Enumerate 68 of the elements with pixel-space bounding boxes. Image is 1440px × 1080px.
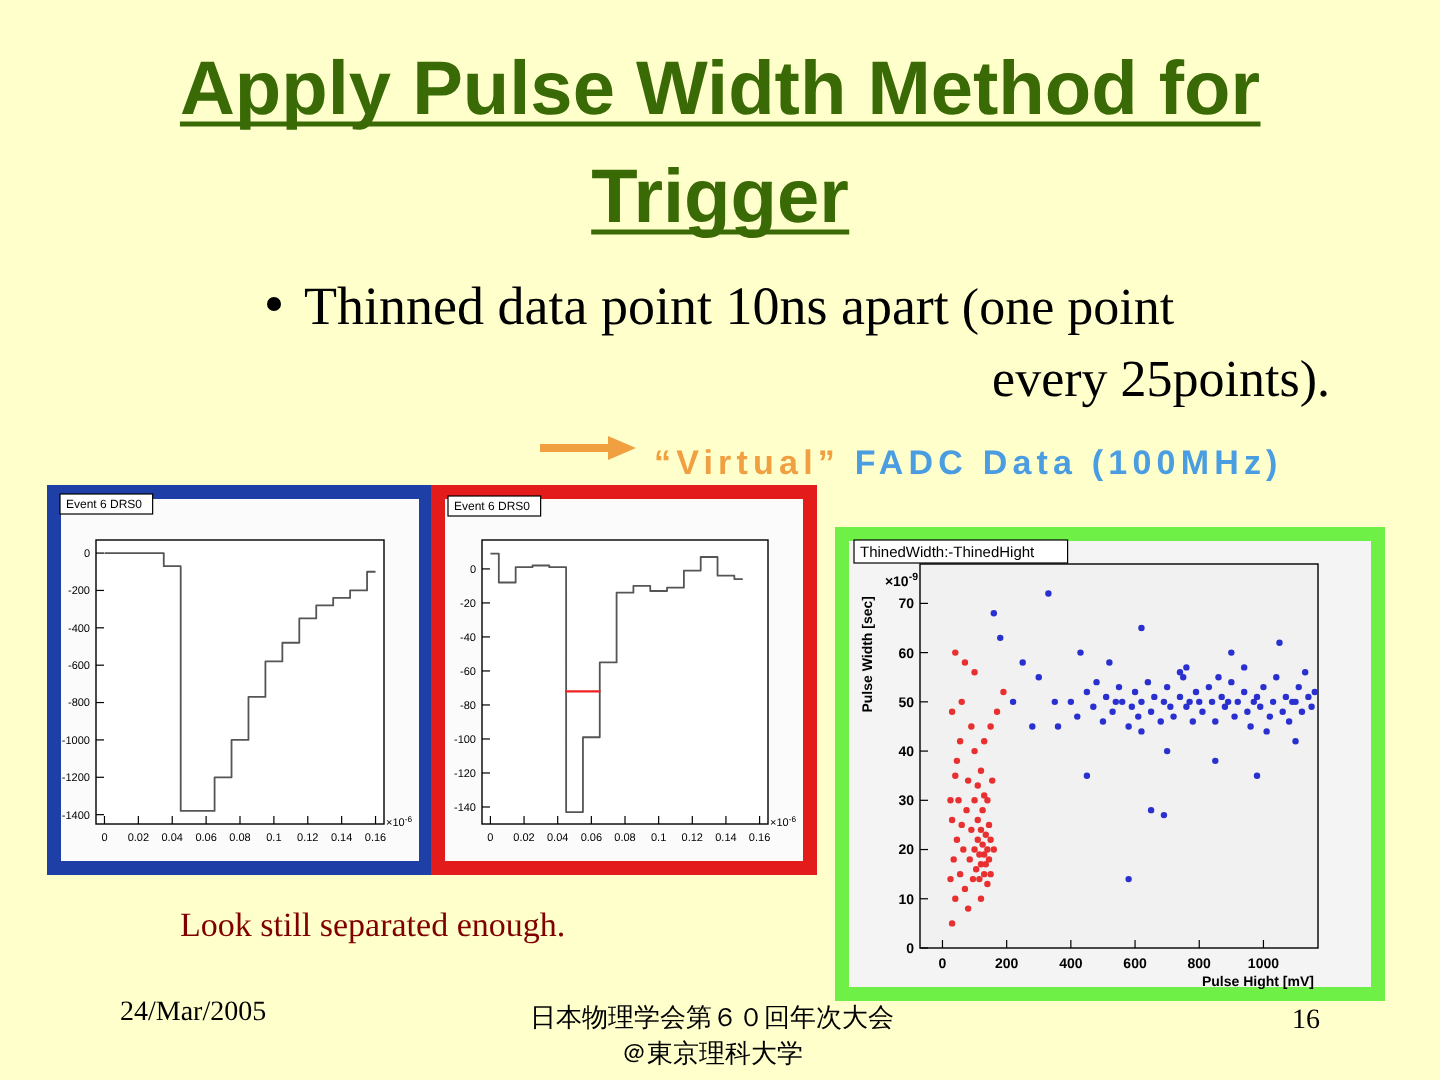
point — [984, 797, 991, 804]
point — [952, 649, 959, 656]
point — [971, 797, 978, 804]
text: Thinned data point 10ns apart — [304, 276, 950, 336]
point — [966, 856, 973, 863]
point — [974, 782, 981, 789]
text: (one point every 25points). — [948, 278, 1330, 408]
point — [947, 875, 954, 883]
point — [977, 895, 985, 902]
point — [968, 826, 975, 834]
text: Apply Pulse Width Method for Trigger — [179, 48, 1261, 240]
text: ＠東京理科大学 — [621, 1038, 803, 1068]
point — [969, 875, 977, 883]
point — [956, 738, 964, 745]
point — [977, 826, 985, 834]
text: 16 — [1292, 1006, 1320, 1036]
point — [987, 723, 994, 730]
text: Look still separated enough. — [180, 906, 566, 944]
point — [989, 777, 996, 784]
point — [990, 846, 998, 853]
point — [950, 856, 957, 863]
point — [977, 861, 985, 868]
point — [948, 708, 956, 715]
point — [960, 846, 967, 853]
point — [956, 870, 964, 878]
point — [976, 851, 983, 858]
point — [974, 836, 981, 843]
point — [955, 797, 962, 804]
point — [963, 806, 970, 814]
point — [979, 806, 986, 814]
point — [985, 856, 993, 863]
point — [952, 772, 959, 779]
point — [980, 738, 988, 745]
point — [948, 816, 956, 824]
point — [980, 870, 988, 878]
point — [987, 870, 994, 878]
point — [979, 841, 986, 848]
point — [948, 920, 956, 927]
point — [958, 821, 965, 829]
point — [974, 816, 981, 824]
point — [984, 846, 991, 853]
point — [971, 747, 978, 755]
point — [961, 659, 969, 666]
point — [987, 836, 994, 843]
point — [980, 792, 988, 799]
point — [977, 767, 985, 774]
text: 日本物理学会第６０回年次大会 — [530, 1002, 894, 1032]
point — [972, 866, 980, 873]
point — [953, 757, 961, 765]
point — [968, 723, 975, 730]
point — [953, 836, 961, 843]
point — [1000, 688, 1007, 696]
point — [952, 895, 959, 902]
point — [964, 905, 972, 912]
point — [961, 885, 969, 893]
text: 24/Mar/2005 — [120, 998, 267, 1028]
point — [982, 861, 989, 868]
point — [971, 669, 978, 676]
point — [964, 777, 972, 784]
point — [984, 880, 991, 888]
point — [976, 875, 983, 883]
text: “Virtual” FADC Data (100MHz) — [654, 444, 1283, 482]
point — [958, 698, 965, 706]
point — [985, 821, 993, 829]
point — [947, 797, 954, 804]
point — [971, 846, 978, 853]
point — [982, 831, 989, 838]
point — [993, 708, 1001, 715]
